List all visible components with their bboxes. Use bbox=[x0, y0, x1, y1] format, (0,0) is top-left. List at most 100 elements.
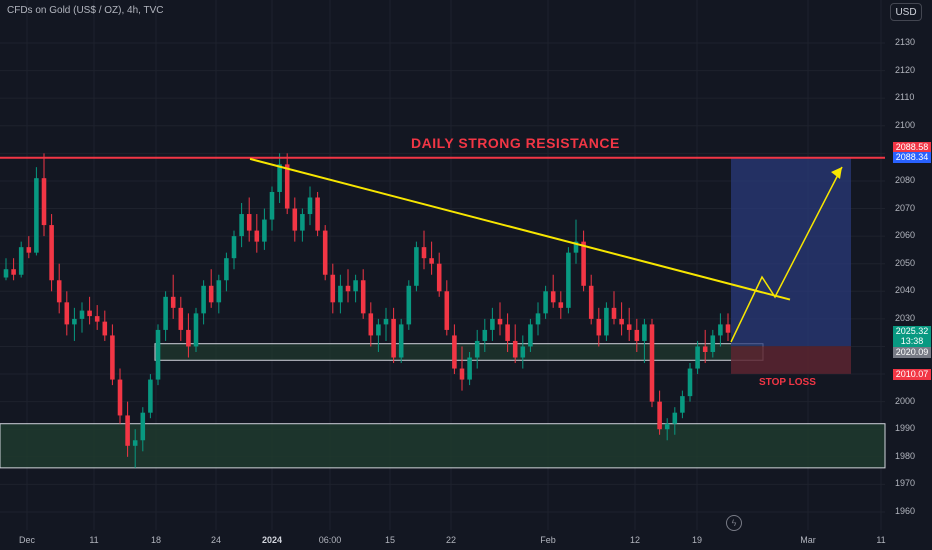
time-tick-label: 11 bbox=[876, 535, 886, 545]
candle-body bbox=[216, 280, 222, 303]
candle-body bbox=[87, 310, 92, 317]
price-tick-label: 1970 bbox=[895, 478, 916, 489]
candle-body bbox=[619, 318, 624, 325]
minor-support-zone bbox=[154, 343, 764, 361]
candle-body bbox=[231, 236, 237, 259]
candle-body bbox=[588, 285, 594, 319]
candle-body bbox=[520, 346, 526, 358]
time-tick-label: 11 bbox=[89, 535, 99, 545]
candle-body bbox=[94, 316, 100, 322]
candle-body bbox=[474, 340, 480, 358]
time-tick-label: 2024 bbox=[261, 535, 283, 545]
candle-body bbox=[360, 280, 366, 314]
candle-body bbox=[110, 335, 115, 380]
candle-body bbox=[338, 285, 343, 303]
resistance-annotation: DAILY STRONG RESISTANCE bbox=[411, 135, 620, 151]
candle-body bbox=[345, 285, 351, 292]
price-tick-label: 2100 bbox=[895, 119, 916, 130]
candle-body bbox=[322, 230, 328, 275]
candle-body bbox=[725, 324, 731, 333]
projection-path bbox=[730, 166, 843, 343]
price-tick-label: 1990 bbox=[895, 423, 916, 434]
price-tick-label: 2110 bbox=[895, 92, 915, 103]
candle-body bbox=[34, 178, 39, 253]
candle-body bbox=[64, 302, 70, 325]
candle-body bbox=[148, 379, 153, 413]
time-tick-label: Mar bbox=[800, 535, 816, 545]
candle-body bbox=[497, 318, 503, 325]
candle-body bbox=[452, 335, 457, 369]
candle-body bbox=[596, 318, 602, 336]
candle-body bbox=[246, 214, 252, 231]
chart-title: CFDs on Gold (US$ / OZ), 4h, TVC bbox=[7, 5, 164, 16]
candle-body bbox=[330, 274, 336, 303]
candle-body bbox=[664, 423, 670, 430]
candle-body bbox=[201, 285, 206, 314]
countdown-tag: 13:38 bbox=[893, 336, 931, 347]
candle-body bbox=[224, 258, 229, 281]
candle-body bbox=[695, 346, 700, 369]
candle-body bbox=[505, 324, 510, 341]
candle-body bbox=[581, 241, 586, 286]
candle-body bbox=[710, 335, 716, 352]
price-tick-label: 2000 bbox=[895, 395, 916, 406]
candle-body bbox=[535, 313, 541, 325]
currency-button[interactable]: USD bbox=[890, 3, 922, 21]
time-tick-label: 24 bbox=[210, 535, 222, 545]
candle-body bbox=[26, 247, 32, 253]
candle-body bbox=[186, 329, 191, 347]
price-tick-label: 2050 bbox=[895, 257, 916, 268]
target-zone bbox=[731, 157, 851, 347]
candle-body bbox=[444, 291, 450, 330]
candle-body bbox=[543, 291, 548, 314]
candle-body bbox=[414, 247, 419, 286]
candle-body bbox=[193, 313, 199, 347]
candle-body bbox=[550, 291, 556, 303]
candle-body bbox=[277, 164, 282, 192]
zones-layer bbox=[0, 157, 886, 469]
candle-body bbox=[459, 368, 465, 380]
candle-body bbox=[718, 324, 723, 336]
candle-body bbox=[604, 307, 609, 336]
candles-layer bbox=[3, 153, 731, 468]
candle-body bbox=[421, 247, 427, 259]
time-tick-label: Dec bbox=[18, 535, 36, 545]
candle-body bbox=[208, 285, 214, 303]
support-zone bbox=[0, 423, 886, 469]
stop-loss-annotation: STOP LOSS bbox=[759, 377, 816, 388]
candle-body bbox=[611, 307, 617, 319]
price-tick-label: 1980 bbox=[895, 450, 916, 461]
candle-body bbox=[436, 263, 442, 292]
candle-body bbox=[376, 324, 381, 336]
time-tick-label: Feb bbox=[540, 535, 556, 545]
candle-body bbox=[3, 269, 9, 278]
price-tick-label: 2120 bbox=[895, 64, 916, 75]
candle-body bbox=[18, 247, 24, 275]
trend-line bbox=[249, 157, 791, 301]
price-tick-label: 2030 bbox=[895, 312, 916, 323]
candle-body bbox=[467, 357, 472, 380]
price-tick-label: 2080 bbox=[895, 174, 916, 185]
candle-body bbox=[383, 318, 389, 325]
candle-body bbox=[649, 324, 655, 402]
candle-body bbox=[482, 329, 488, 341]
candle-body bbox=[702, 346, 708, 352]
current-price-tag: 2025.32 bbox=[893, 326, 931, 337]
projection-arrowhead bbox=[831, 167, 842, 179]
candle-body bbox=[56, 280, 62, 303]
lightning-icon[interactable]: ϟ bbox=[726, 515, 742, 531]
price-tick-label: 1960 bbox=[895, 506, 916, 516]
price-tick-label: 2060 bbox=[895, 230, 916, 241]
candle-body bbox=[102, 321, 108, 336]
candle-body bbox=[72, 318, 77, 325]
time-tick-label: 18 bbox=[150, 535, 162, 545]
candle-body bbox=[307, 197, 313, 215]
candle-body bbox=[79, 310, 85, 319]
stop-zone bbox=[731, 346, 851, 374]
candle-body bbox=[528, 324, 533, 347]
candle-body bbox=[284, 164, 290, 209]
candle-body bbox=[254, 230, 260, 242]
candle-body bbox=[642, 324, 647, 341]
candle-body bbox=[125, 415, 130, 446]
